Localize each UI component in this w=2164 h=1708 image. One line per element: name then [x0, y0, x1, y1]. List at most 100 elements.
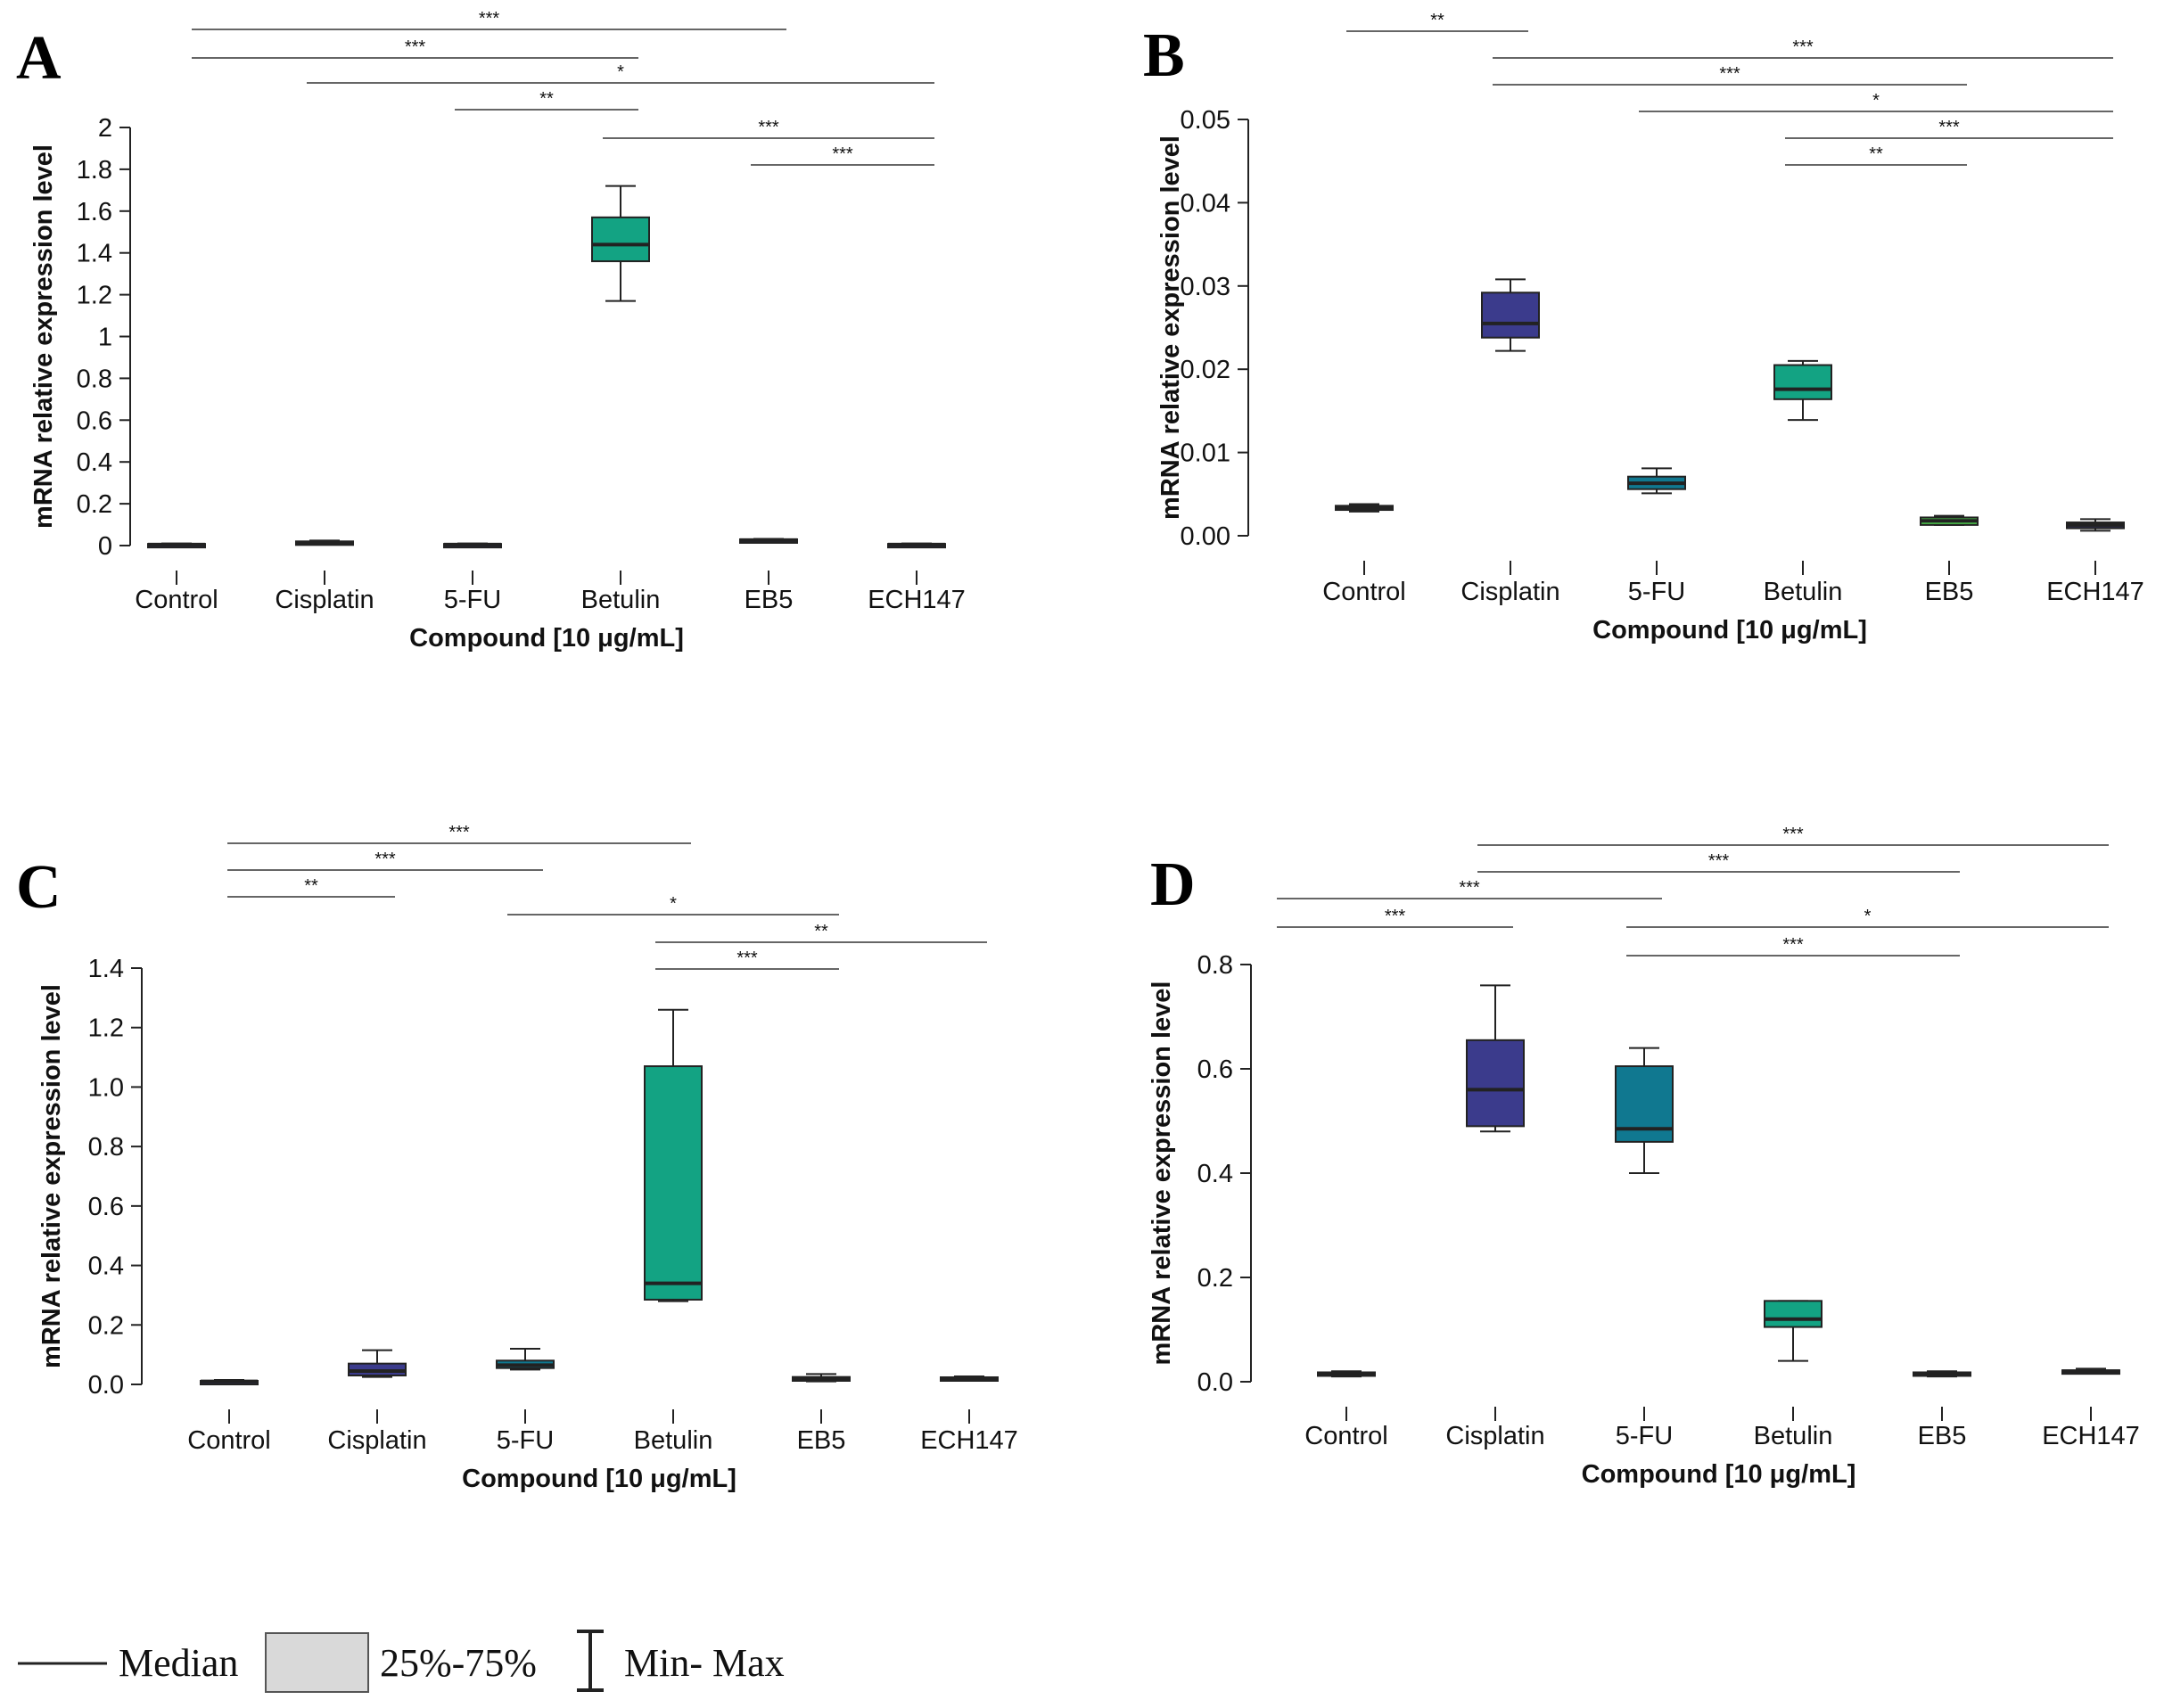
x-tick-label: 5-FU: [444, 586, 501, 614]
significance-label: ***: [1385, 907, 1406, 926]
box-cisplatin: [1466, 984, 1525, 1133]
panel-label: A: [16, 24, 62, 93]
box-betulin: [591, 185, 650, 302]
box-control: [1317, 1370, 1376, 1378]
y-tick-label: 0.04: [1181, 189, 1230, 218]
x-tick-label: ECH147: [920, 1426, 1018, 1455]
x-tick-label: ECH147: [2046, 578, 2144, 606]
y-tick-label: 1.6: [77, 198, 112, 226]
y-tick-label: 0: [98, 532, 112, 561]
x-tick-label: Control: [1304, 1422, 1388, 1450]
y-tick-label: 0.6: [88, 1193, 124, 1221]
x-tick-label: Cisplatin: [275, 586, 374, 614]
iqr-box: [1764, 1300, 1823, 1328]
box-ech147: [2061, 1367, 2120, 1375]
x-axis-title: Compound [10 μg/mL]: [1592, 616, 1867, 645]
y-axis-title: mRNA relative expression level: [29, 144, 58, 529]
x-tick-label: 5-FU: [1616, 1422, 1673, 1450]
significance-label: ***: [1792, 37, 1814, 57]
x-tick-label: EB5: [745, 586, 794, 614]
x-tick-label: EB5: [1925, 578, 1974, 606]
y-tick-label: 1.2: [88, 1014, 124, 1043]
x-tick-label: 5-FU: [1628, 578, 1685, 606]
x-tick-label: Betulin: [581, 586, 661, 614]
significance-label: **: [1869, 144, 1883, 164]
box-control: [1335, 503, 1394, 513]
significance-label: **: [1430, 11, 1444, 30]
y-tick-label: 0.8: [77, 365, 112, 393]
significance-label: *: [1864, 907, 1872, 926]
significance-label: *: [1872, 91, 1880, 111]
x-tick-label: ECH147: [2042, 1422, 2140, 1450]
panel-a: A 0 0.2 0.4 0.6 0.8 1 1.2 1.4 1.6 1.8 2 mRNA relativ…: [16, 9, 966, 653]
y-tick-label: 1: [98, 324, 112, 352]
y-tick-label: 0.8: [1197, 951, 1233, 980]
legend-whisker-icon: [577, 1630, 604, 1692]
x-tick-label: Control: [187, 1426, 271, 1455]
box-eb5: [792, 1373, 851, 1383]
box-control: [147, 542, 206, 549]
y-axis-title: mRNA relative expression level: [37, 984, 66, 1368]
box-cisplatin: [295, 539, 354, 546]
y-axis-title: mRNA relative expression level: [1148, 981, 1176, 1366]
significance-label: ***: [832, 144, 853, 164]
box-betulin: [1764, 1300, 1823, 1362]
box-ech147: [940, 1375, 999, 1382]
y-tick-label: 0.01: [1181, 439, 1230, 468]
significance-label: **: [539, 89, 554, 109]
x-tick-label: Cisplatin: [327, 1426, 426, 1455]
legend: Median 25%-75% Min- Max: [18, 1630, 785, 1693]
x-tick-label: Betulin: [634, 1426, 713, 1455]
panel-label: C: [16, 853, 62, 922]
significance-label: ***: [1708, 851, 1730, 871]
significance-label: ***: [1459, 878, 1480, 898]
box-cisplatin: [348, 1349, 407, 1378]
x-tick-label: ECH147: [868, 586, 966, 614]
iqr-box: [1466, 1039, 1525, 1128]
y-tick-label: 1.4: [77, 240, 112, 268]
y-tick-label: 0.2: [77, 490, 112, 519]
y-tick-label: 0.2: [1197, 1264, 1233, 1293]
y-tick-label: 0.02: [1181, 356, 1230, 384]
y-tick-label: 0.4: [1197, 1160, 1233, 1188]
box-control: [200, 1378, 259, 1385]
iqr-box: [644, 1065, 703, 1301]
box-ech147: [887, 542, 946, 549]
y-tick-label: 0.4: [88, 1252, 124, 1281]
y-tick-label: 1.4: [88, 955, 124, 983]
box-5-fu: [496, 1347, 555, 1371]
significance-label: ***: [479, 9, 500, 29]
panel-d: D 0.0 0.2 0.4 0.6 0.8 mRNA relative expression…: [1148, 825, 2140, 1489]
significance-label: ***: [1719, 64, 1740, 84]
significance-label: ***: [736, 948, 758, 968]
legend-median-label: Median: [119, 1641, 238, 1685]
y-tick-label: 0.05: [1181, 106, 1230, 135]
significance-label: ***: [405, 37, 426, 57]
legend-whisker-label: Min- Max: [624, 1641, 785, 1685]
panel-label: D: [1150, 850, 1196, 919]
box-eb5: [1920, 514, 1979, 526]
significance-label: ***: [1782, 935, 1804, 955]
y-tick-label: 1.0: [88, 1073, 124, 1102]
box-betulin: [644, 1008, 703, 1302]
iqr-box: [591, 216, 650, 263]
panel-c: C 0.0 0.2 0.4 0.6 0.8 1.0 1.2 1.4 mRNA relative e…: [16, 823, 1018, 1493]
x-axis-title: Compound [10 μg/mL]: [409, 624, 684, 653]
box-5-fu: [1615, 1047, 1674, 1174]
significance-label: ***: [758, 118, 779, 137]
y-tick-label: 2: [98, 114, 112, 143]
significance-label: ***: [374, 850, 396, 869]
x-tick-label: Cisplatin: [1445, 1422, 1544, 1450]
y-axis-title: mRNA relative expression level: [1156, 135, 1185, 520]
significance-label: *: [617, 62, 624, 82]
y-tick-label: 0.03: [1181, 273, 1230, 301]
iqr-box: [1773, 364, 1832, 400]
box-ech147: [2066, 518, 2125, 532]
y-tick-label: 1.2: [77, 282, 112, 310]
legend-box-swatch: [265, 1632, 369, 1693]
x-tick-label: Control: [135, 586, 218, 614]
y-tick-label: 0.4: [77, 448, 112, 477]
x-tick-label: EB5: [797, 1426, 846, 1455]
